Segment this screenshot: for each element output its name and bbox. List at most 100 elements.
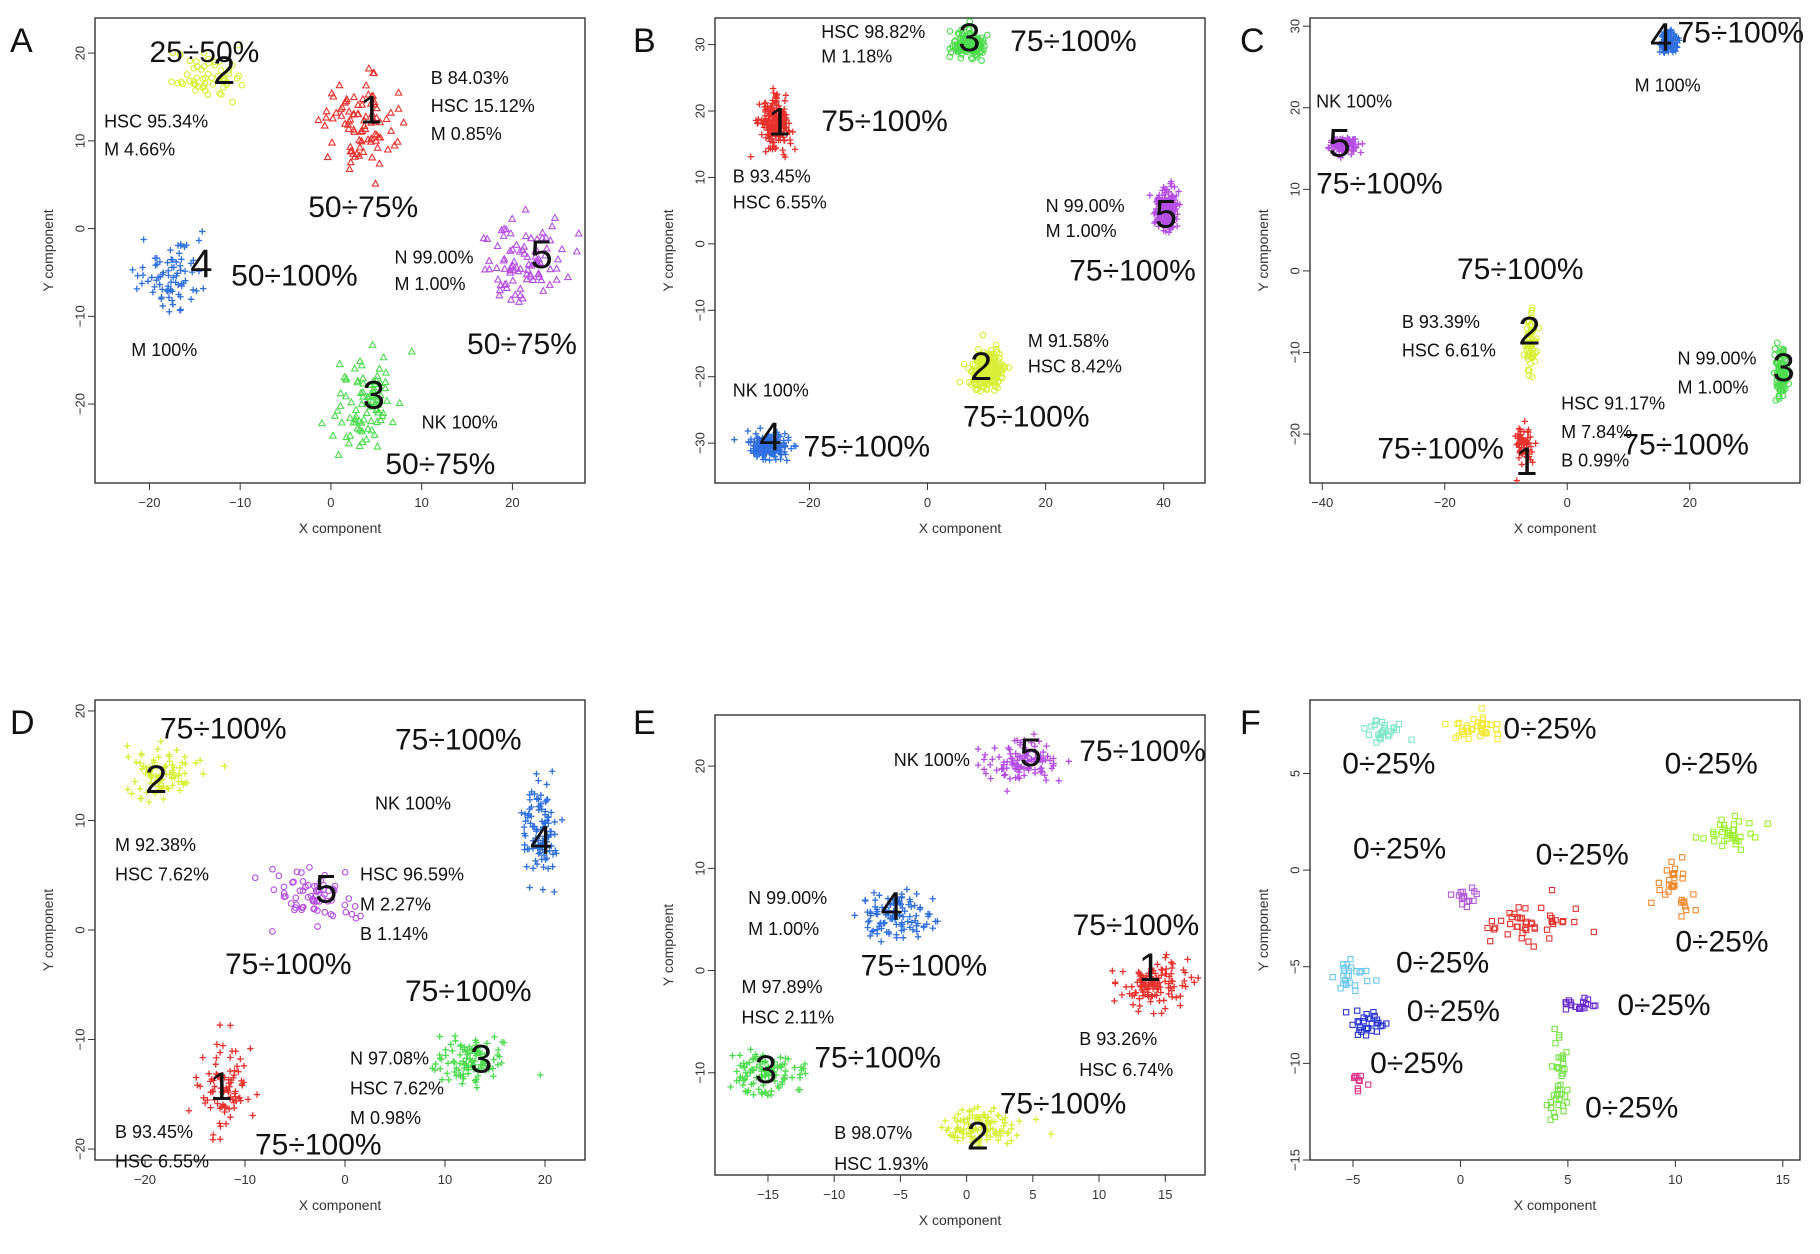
data-point — [1111, 997, 1118, 1005]
range-label: 50÷75% — [308, 191, 418, 224]
data-point — [131, 778, 139, 785]
x-tick-label: 15 — [1776, 1172, 1790, 1187]
data-point — [913, 890, 920, 898]
data-point — [1160, 183, 1167, 191]
cluster-2 — [1520, 304, 1543, 381]
x-tick-label: −40 — [1311, 495, 1333, 510]
data-point — [216, 1049, 224, 1056]
data-point — [763, 121, 771, 129]
cluster-number-label: 2 — [970, 345, 992, 389]
data-point — [550, 213, 560, 221]
data-point — [234, 41, 242, 49]
data-point — [174, 79, 182, 87]
data-point — [1548, 886, 1556, 894]
data-point — [1530, 943, 1537, 950]
data-point — [1670, 39, 1677, 46]
data-point — [333, 406, 342, 414]
data-point — [527, 261, 536, 269]
data-point — [994, 368, 1002, 376]
data-point — [539, 286, 548, 294]
data-point — [172, 258, 180, 266]
data-point — [731, 436, 738, 443]
data-point — [346, 157, 355, 166]
y-axis-label: Y component — [40, 889, 56, 971]
range-label: 75÷100% — [1622, 428, 1749, 461]
data-point — [153, 261, 161, 268]
data-point — [349, 92, 359, 101]
data-point — [520, 249, 529, 257]
data-point — [358, 392, 368, 400]
data-point — [367, 109, 377, 118]
data-point — [870, 927, 877, 934]
data-point — [342, 373, 351, 382]
data-point — [523, 863, 530, 870]
data-point — [176, 307, 184, 314]
data-point — [911, 902, 918, 909]
data-point — [1166, 224, 1173, 232]
data-point — [217, 67, 225, 74]
data-point — [370, 379, 380, 388]
data-point — [1671, 30, 1678, 38]
y-tick-label: 0 — [1287, 866, 1302, 873]
data-point — [1692, 834, 1700, 841]
y-tick-label: −10 — [72, 305, 87, 327]
range-label: 75÷100% — [395, 723, 522, 756]
data-point — [736, 1052, 743, 1059]
data-point — [557, 244, 567, 253]
data-point — [773, 98, 780, 106]
x-tick-label: 5 — [1029, 1187, 1036, 1202]
data-point — [765, 107, 772, 114]
data-point — [1488, 917, 1496, 925]
data-point — [1013, 1132, 1021, 1139]
data-point — [336, 104, 345, 113]
data-point — [372, 404, 382, 412]
data-point — [1524, 434, 1531, 442]
composition-label: HSC 96.59% — [360, 865, 464, 885]
data-point — [1515, 425, 1523, 432]
y-tick-label: 20 — [692, 759, 707, 773]
data-point — [168, 78, 175, 86]
data-point — [225, 70, 233, 77]
data-point — [201, 80, 209, 87]
data-point — [549, 768, 556, 775]
data-point — [367, 91, 376, 100]
data-point — [381, 368, 390, 376]
x-tick-label: 0 — [924, 495, 931, 510]
data-point — [864, 918, 872, 925]
data-point — [1773, 371, 1781, 379]
data-point — [1442, 721, 1449, 728]
data-point — [349, 418, 358, 426]
data-point — [762, 148, 769, 155]
data-point — [974, 345, 982, 353]
data-point — [552, 264, 561, 272]
composition-label: M 2.27% — [360, 894, 431, 914]
data-point — [328, 431, 338, 439]
data-point — [1590, 928, 1597, 936]
data-point — [1512, 432, 1519, 440]
cluster-4 — [731, 425, 799, 464]
data-point — [1329, 973, 1336, 981]
data-point — [1663, 37, 1670, 44]
cluster-number-label: 3 — [1772, 346, 1794, 390]
y-tick-label: 0 — [692, 240, 707, 247]
data-point — [871, 896, 879, 904]
x-tick-label: −20 — [138, 495, 160, 510]
cluster-2 — [168, 41, 246, 106]
range-label: 75÷100% — [1073, 909, 1200, 942]
data-point — [974, 35, 982, 42]
data-point — [449, 1047, 456, 1054]
data-point — [954, 1110, 962, 1118]
range-label: 75÷100% — [814, 1042, 941, 1075]
data-point — [877, 938, 885, 945]
data-point — [350, 364, 359, 372]
data-point — [1525, 330, 1533, 338]
data-point — [522, 269, 531, 278]
data-point — [227, 1113, 234, 1121]
data-point — [1043, 742, 1050, 750]
data-point — [200, 770, 207, 778]
data-point — [1383, 1020, 1390, 1027]
data-point — [436, 1055, 444, 1062]
y-tick-label: 20 — [72, 46, 87, 60]
data-point — [1515, 904, 1522, 911]
cluster-number-label: 4 — [190, 242, 212, 286]
